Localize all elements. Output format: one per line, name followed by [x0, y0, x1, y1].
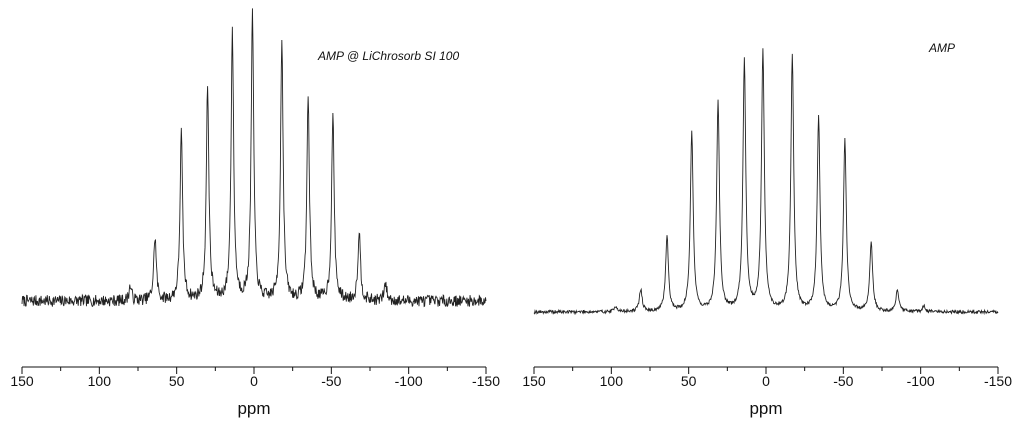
x-tick-label: 150 — [522, 373, 546, 389]
x-tick-label: -50 — [833, 373, 853, 389]
x-tick-label: -150 — [984, 373, 1012, 389]
x-tick-label: 150 — [10, 373, 34, 389]
spectrum-trace — [21, 8, 487, 308]
x-axis-ticks — [533, 367, 999, 374]
spectrum-annotation: AMP @ LiChrosorb SI 100 — [317, 49, 459, 63]
x-axis-tick-labels: 150 100 50 0 -50 -100 -150 — [522, 373, 1012, 389]
x-tick-label: 0 — [762, 373, 770, 389]
x-tick-label: 0 — [250, 373, 258, 389]
x-tick-label: 100 — [88, 373, 112, 389]
x-axis-title: ppm — [749, 399, 782, 418]
x-axis-ticks — [21, 367, 487, 374]
spectrum-panel-amp-lichrosorb: 150 100 50 0 -50 -100 -150 ppm AMP @ LiChrosor… — [10, 8, 500, 418]
x-tick-label: 100 — [600, 373, 624, 389]
x-axis-title: ppm — [237, 399, 270, 418]
x-tick-label: 50 — [681, 373, 697, 389]
x-tick-label: -100 — [907, 373, 935, 389]
spectrum-annotation: AMP — [928, 41, 955, 55]
spectrum-panel-amp: 150 100 50 0 -50 -100 -150 ppm AMP — [522, 41, 1012, 418]
x-axis-tick-labels: 150 100 50 0 -50 -100 -150 — [10, 373, 500, 389]
x-tick-label: -50 — [321, 373, 341, 389]
spectrum-trace — [533, 48, 999, 316]
x-tick-label: -100 — [395, 373, 423, 389]
x-tick-label: -150 — [472, 373, 500, 389]
x-tick-label: 50 — [169, 373, 185, 389]
